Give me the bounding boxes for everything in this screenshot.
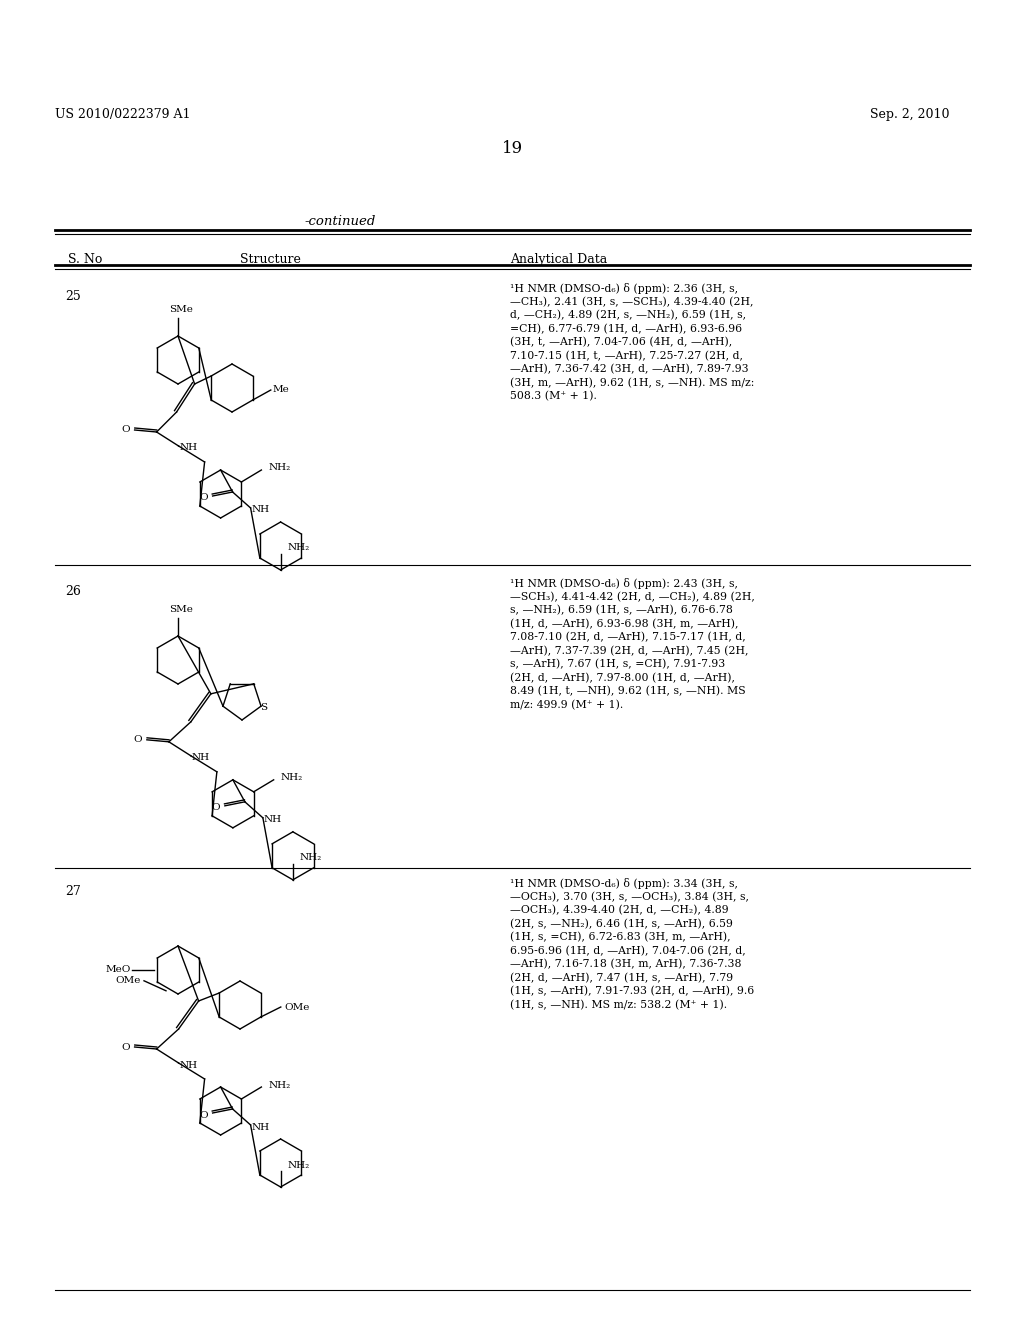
- Text: NH: NH: [179, 444, 198, 453]
- Text: (2H, s, —NH₂), 6.46 (1H, s, —ArH), 6.59: (2H, s, —NH₂), 6.46 (1H, s, —ArH), 6.59: [510, 919, 733, 929]
- Text: —CH₃), 2.41 (3H, s, —SCH₃), 4.39-4.40 (2H,: —CH₃), 2.41 (3H, s, —SCH₃), 4.39-4.40 (2…: [510, 297, 754, 306]
- Text: 8.49 (1H, t, —NH), 9.62 (1H, s, —NH). MS: 8.49 (1H, t, —NH), 9.62 (1H, s, —NH). MS: [510, 686, 745, 697]
- Text: —OCH₃), 3.70 (3H, s, —OCH₃), 3.84 (3H, s,: —OCH₃), 3.70 (3H, s, —OCH₃), 3.84 (3H, s…: [510, 891, 749, 902]
- Text: —SCH₃), 4.41-4.42 (2H, d, —CH₂), 4.89 (2H,: —SCH₃), 4.41-4.42 (2H, d, —CH₂), 4.89 (2…: [510, 591, 755, 602]
- Text: ¹H NMR (DMSO-d₆) δ (ppm): 2.36 (3H, s,: ¹H NMR (DMSO-d₆) δ (ppm): 2.36 (3H, s,: [510, 282, 738, 294]
- Text: O: O: [200, 1110, 208, 1119]
- Text: (1H, d, —ArH), 6.93-6.98 (3H, m, —ArH),: (1H, d, —ArH), 6.93-6.98 (3H, m, —ArH),: [510, 619, 738, 628]
- Text: =CH), 6.77-6.79 (1H, d, —ArH), 6.93-6.96: =CH), 6.77-6.79 (1H, d, —ArH), 6.93-6.96: [510, 323, 742, 334]
- Text: NH₂: NH₂: [268, 463, 291, 473]
- Text: 26: 26: [65, 585, 81, 598]
- Text: (2H, d, —ArH), 7.97-8.00 (1H, d, —ArH),: (2H, d, —ArH), 7.97-8.00 (1H, d, —ArH),: [510, 672, 735, 682]
- Text: ¹H NMR (DMSO-d₆) δ (ppm): 2.43 (3H, s,: ¹H NMR (DMSO-d₆) δ (ppm): 2.43 (3H, s,: [510, 578, 738, 589]
- Text: Sep. 2, 2010: Sep. 2, 2010: [870, 108, 949, 121]
- Text: US 2010/0222379 A1: US 2010/0222379 A1: [55, 108, 190, 121]
- Text: s, —ArH), 7.67 (1H, s, =CH), 7.91-7.93: s, —ArH), 7.67 (1H, s, =CH), 7.91-7.93: [510, 659, 725, 669]
- Text: O: O: [121, 425, 130, 434]
- Text: (1H, s, —NH). MS m/z: 538.2 (M⁺ + 1).: (1H, s, —NH). MS m/z: 538.2 (M⁺ + 1).: [510, 999, 727, 1010]
- Text: —ArH), 7.16-7.18 (3H, m, ArH), 7.36-7.38: —ArH), 7.16-7.18 (3H, m, ArH), 7.36-7.38: [510, 960, 741, 969]
- Text: 7.10-7.15 (1H, t, —ArH), 7.25-7.27 (2H, d,: 7.10-7.15 (1H, t, —ArH), 7.25-7.27 (2H, …: [510, 351, 743, 360]
- Text: —ArH), 7.36-7.42 (3H, d, —ArH), 7.89-7.93: —ArH), 7.36-7.42 (3H, d, —ArH), 7.89-7.9…: [510, 364, 749, 375]
- Text: O: O: [200, 494, 208, 503]
- Text: m/z: 499.9 (M⁺ + 1).: m/z: 499.9 (M⁺ + 1).: [510, 700, 624, 710]
- Text: SMe: SMe: [169, 606, 193, 615]
- Text: 27: 27: [65, 884, 81, 898]
- Text: NH₂: NH₂: [281, 774, 303, 783]
- Text: -continued: -continued: [304, 215, 376, 228]
- Text: NH: NH: [179, 1060, 198, 1069]
- Text: S. No: S. No: [68, 253, 102, 267]
- Text: NH₂: NH₂: [268, 1081, 291, 1089]
- Text: Me: Me: [272, 385, 289, 395]
- Text: 19: 19: [502, 140, 522, 157]
- Text: SMe: SMe: [169, 305, 193, 314]
- Text: ¹H NMR (DMSO-d₆) δ (ppm): 3.34 (3H, s,: ¹H NMR (DMSO-d₆) δ (ppm): 3.34 (3H, s,: [510, 878, 738, 888]
- Text: Analytical Data: Analytical Data: [510, 253, 607, 267]
- Text: NH: NH: [252, 1122, 269, 1131]
- Text: s, —NH₂), 6.59 (1H, s, —ArH), 6.76-6.78: s, —NH₂), 6.59 (1H, s, —ArH), 6.76-6.78: [510, 605, 733, 615]
- Text: 25: 25: [65, 290, 81, 304]
- Text: —ArH), 7.37-7.39 (2H, d, —ArH), 7.45 (2H,: —ArH), 7.37-7.39 (2H, d, —ArH), 7.45 (2H…: [510, 645, 749, 656]
- Text: O: O: [212, 804, 220, 812]
- Text: NH₂: NH₂: [288, 1160, 309, 1170]
- Text: (2H, d, —ArH), 7.47 (1H, s, —ArH), 7.79: (2H, d, —ArH), 7.47 (1H, s, —ArH), 7.79: [510, 973, 733, 983]
- Text: S: S: [260, 704, 267, 713]
- Text: NH₂: NH₂: [300, 853, 322, 862]
- Text: Structure: Structure: [240, 253, 300, 267]
- Text: d, —CH₂), 4.89 (2H, s, —NH₂), 6.59 (1H, s,: d, —CH₂), 4.89 (2H, s, —NH₂), 6.59 (1H, …: [510, 310, 746, 321]
- Text: OMe: OMe: [284, 1002, 309, 1011]
- Text: (3H, m, —ArH), 9.62 (1H, s, —NH). MS m/z:: (3H, m, —ArH), 9.62 (1H, s, —NH). MS m/z…: [510, 378, 755, 388]
- Text: 6.95-6.96 (1H, d, —ArH), 7.04-7.06 (2H, d,: 6.95-6.96 (1H, d, —ArH), 7.04-7.06 (2H, …: [510, 945, 745, 956]
- Text: (1H, s, —ArH), 7.91-7.93 (2H, d, —ArH), 9.6: (1H, s, —ArH), 7.91-7.93 (2H, d, —ArH), …: [510, 986, 755, 997]
- Text: NH: NH: [191, 754, 210, 763]
- Text: O: O: [133, 735, 142, 744]
- Text: OMe: OMe: [116, 977, 140, 985]
- Text: O: O: [121, 1043, 130, 1052]
- Text: 508.3 (M⁺ + 1).: 508.3 (M⁺ + 1).: [510, 391, 597, 401]
- Text: NH: NH: [264, 816, 282, 824]
- Text: NH: NH: [252, 506, 269, 515]
- Text: (3H, t, —ArH), 7.04-7.06 (4H, d, —ArH),: (3H, t, —ArH), 7.04-7.06 (4H, d, —ArH),: [510, 337, 732, 347]
- Text: MeO: MeO: [105, 965, 131, 974]
- Text: NH₂: NH₂: [288, 544, 309, 553]
- Text: (1H, s, =CH), 6.72-6.83 (3H, m, —ArH),: (1H, s, =CH), 6.72-6.83 (3H, m, —ArH),: [510, 932, 731, 942]
- Text: —OCH₃), 4.39-4.40 (2H, d, —CH₂), 4.89: —OCH₃), 4.39-4.40 (2H, d, —CH₂), 4.89: [510, 906, 729, 915]
- Text: 7.08-7.10 (2H, d, —ArH), 7.15-7.17 (1H, d,: 7.08-7.10 (2H, d, —ArH), 7.15-7.17 (1H, …: [510, 632, 745, 643]
